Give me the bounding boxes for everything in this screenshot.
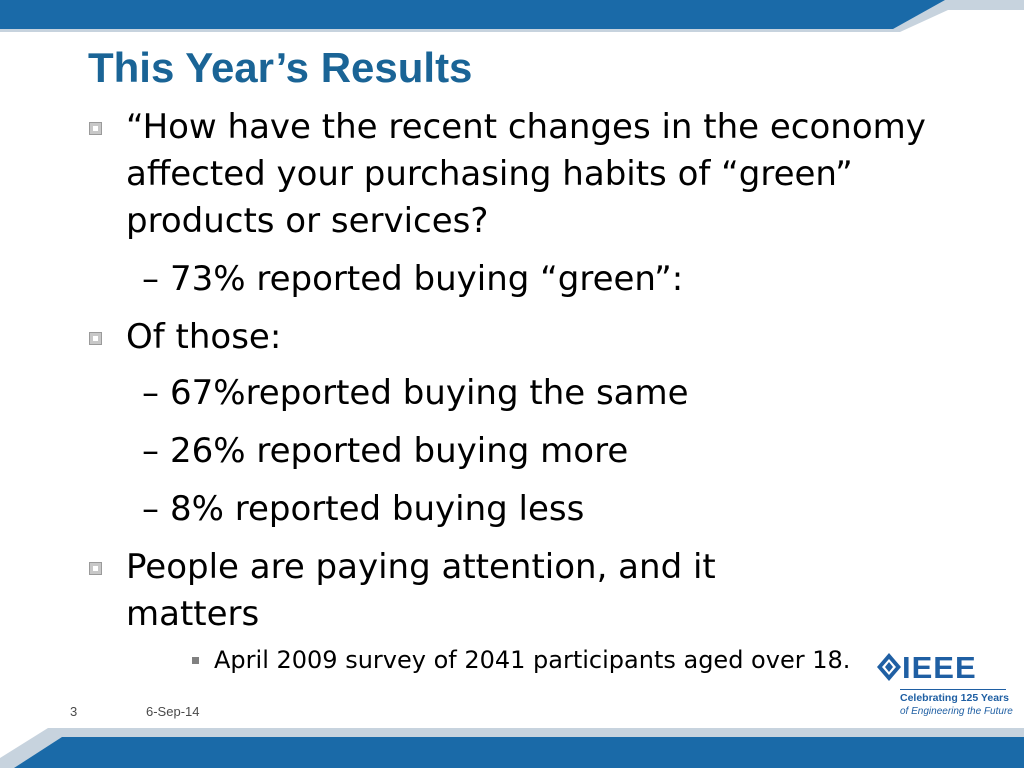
slide-date: 6-Sep-14 [146,704,200,719]
sub-bullet-text: 73% reported buying “green”: [170,259,684,299]
bullet-survey-question: “How have the recent changes in the econ… [126,107,926,241]
square-bullet-icon [89,122,102,135]
ieee-wordmark: IEEE [902,650,977,685]
dash-bullet: – [142,489,159,529]
sub-bullet-26-more: –26% reported buying more [142,428,628,475]
square-bullet-icon [89,562,102,575]
logo-divider [900,689,1006,690]
dash-bullet: – [142,431,159,471]
sub-sub-bullet-survey-note: April 2009 survey of 2041 participants a… [214,646,851,674]
bullet-of-those: Of those: [126,317,282,357]
logo-tagline-2: of Engineering the Future [900,706,1013,717]
ieee-logo: IEEE Celebrating 125 Years of Engineerin… [866,648,1013,723]
small-square-bullet-icon [192,657,199,664]
slide-title: This Year’s Results [88,44,473,91]
bottom-decorative-band [0,728,1024,768]
top-decorative-band [0,0,1024,32]
square-bullet-icon [89,332,102,345]
dash-bullet: – [142,373,159,413]
sub-bullet-67-same: –67%reported buying the same [142,370,689,417]
ieee-diamond-icon [877,653,901,681]
sub-bullet-text: 67%reported buying the same [170,373,689,413]
logo-tagline-1: Celebrating 125 Years [900,692,1009,704]
sub-bullet-73-green: –73% reported buying “green”: [142,256,683,303]
sub-bullet-text: 26% reported buying more [170,431,629,471]
dash-bullet: – [142,259,159,299]
sub-bullet-8-less: –8% reported buying less [142,486,584,533]
slide-number: 3 [70,704,78,719]
bullet-paying-attention: People are paying attention, and it matt… [126,547,716,634]
sub-bullet-text: 8% reported buying less [170,489,585,529]
